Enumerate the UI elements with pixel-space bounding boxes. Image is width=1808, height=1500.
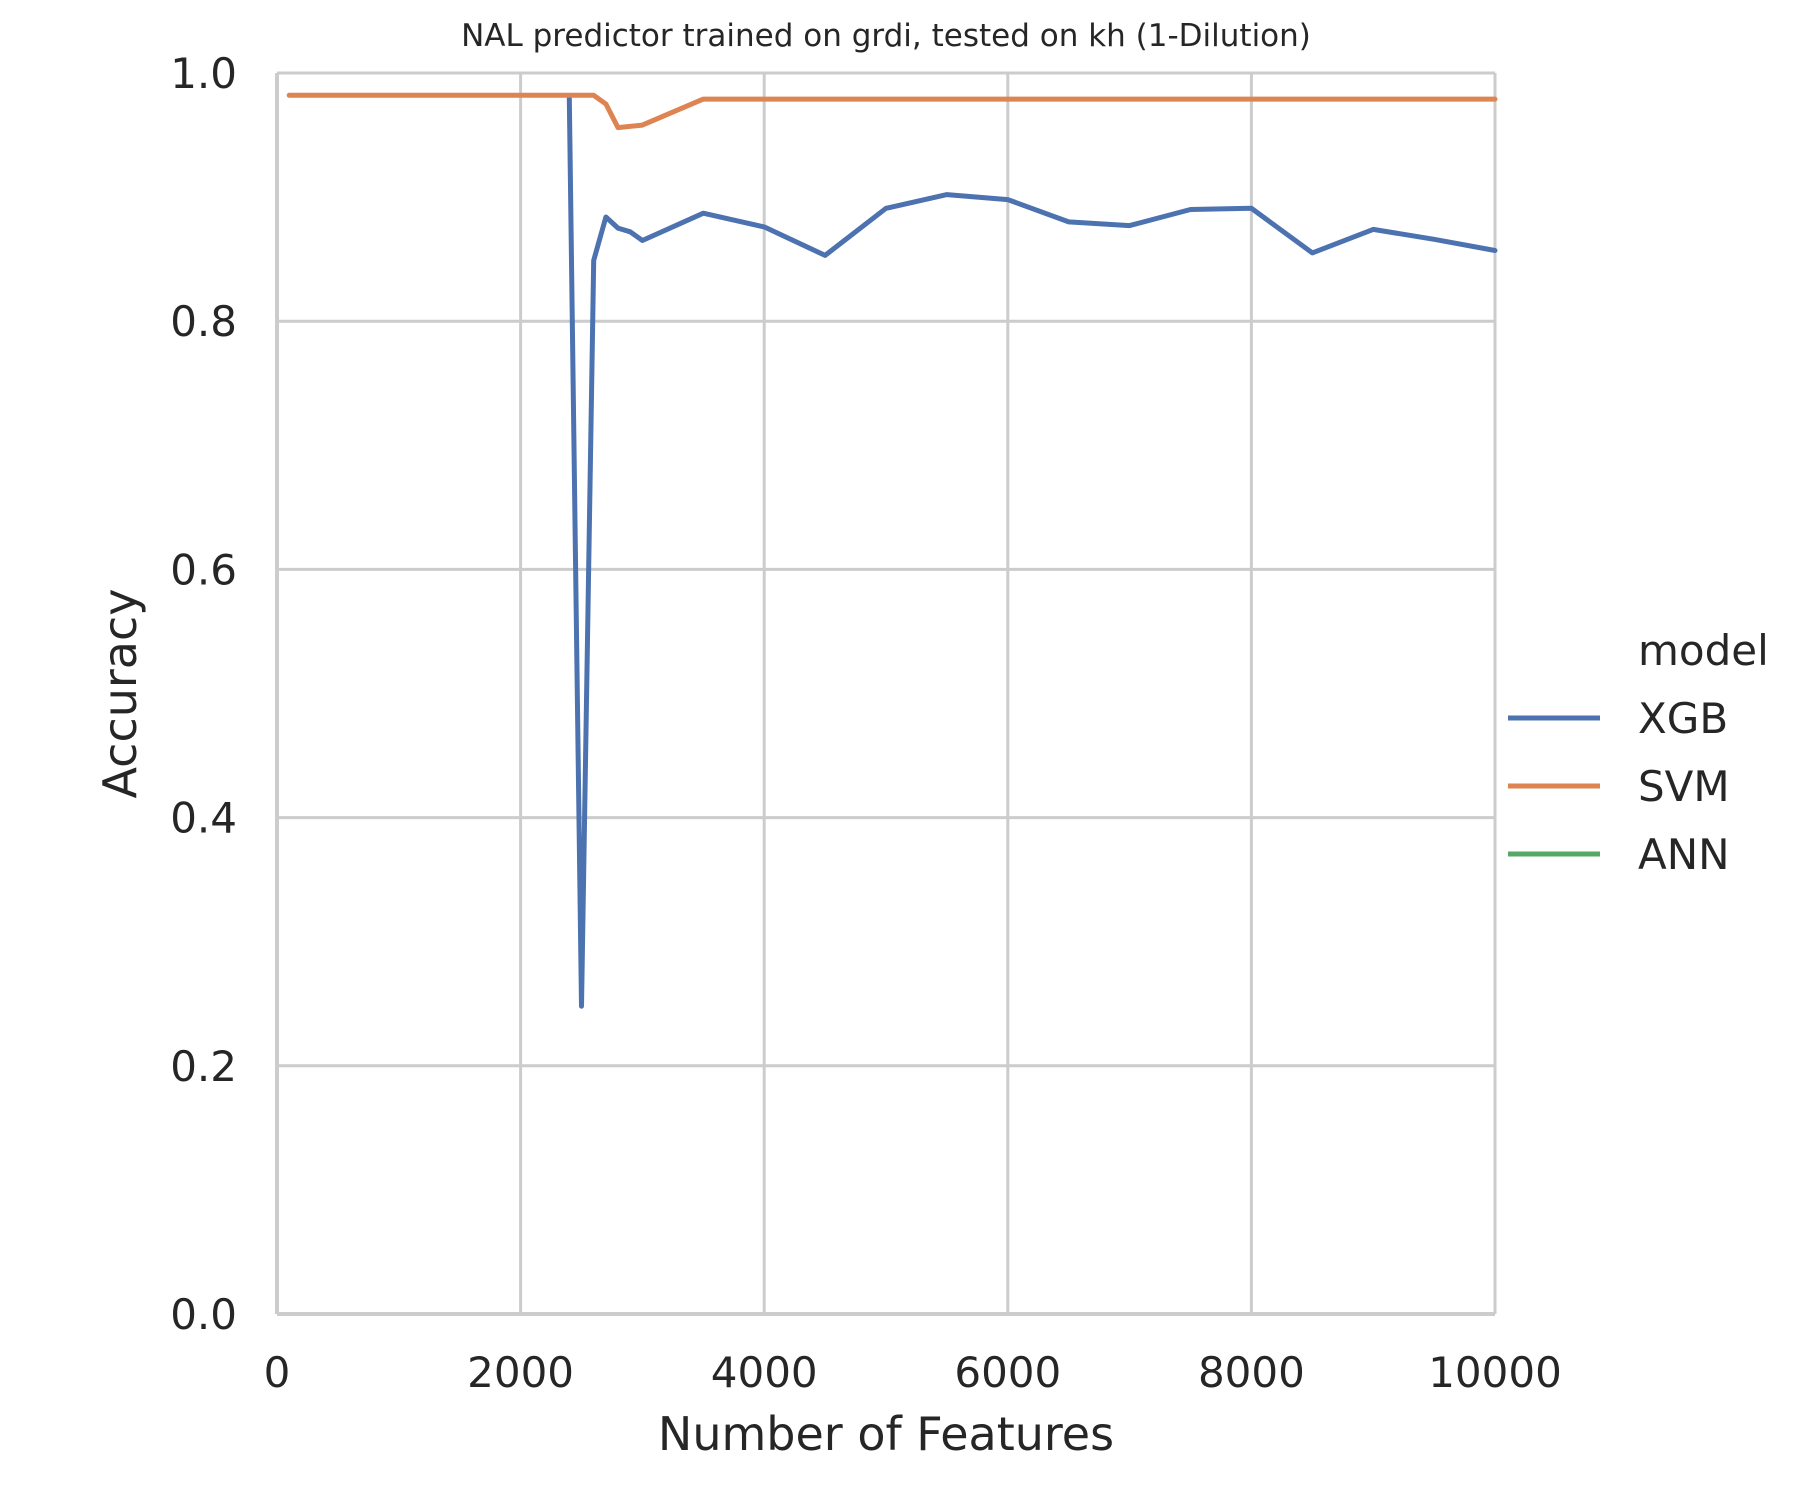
legend-title: model [1638,626,1769,675]
axes [275,73,1495,1316]
y-tick-label: 0.6 [170,545,237,594]
x-tick-label: 6000 [954,1348,1061,1397]
y-axis-label: Accuracy [93,588,147,798]
legend-label-xgb: XGB [1638,694,1728,743]
y-tick-label: 0.4 [170,794,237,843]
x-tick-label: 10000 [1428,1348,1562,1397]
x-tick-label: 4000 [711,1348,818,1397]
grid [275,71,1497,1316]
chart-title: NAL predictor trained on grdi, tested on… [461,18,1311,54]
x-tick-label: 0 [264,1348,291,1397]
y-tick-label: 1.0 [170,49,237,98]
legend: model XGB SVM ANN [1508,626,1769,879]
x-tick-label: 8000 [1198,1348,1305,1397]
series-line-svm [286,92,1498,131]
legend-label-ann: ANN [1638,830,1730,879]
y-tick-label: 0.0 [170,1290,237,1339]
y-tick-label: 0.8 [170,297,237,346]
tick-labels: 0 2000 4000 6000 8000 10000 0.0 0.2 0.4 0.6 0.8 1.0 [170,49,1562,1397]
x-tick-label: 2000 [467,1348,574,1397]
x-axis-label: Number of Features [658,1407,1114,1461]
legend-label-svm: SVM [1638,762,1730,811]
series-layer [286,92,1498,1009]
series-line-xgb [566,95,1498,1009]
y-tick-label: 0.2 [170,1042,237,1091]
